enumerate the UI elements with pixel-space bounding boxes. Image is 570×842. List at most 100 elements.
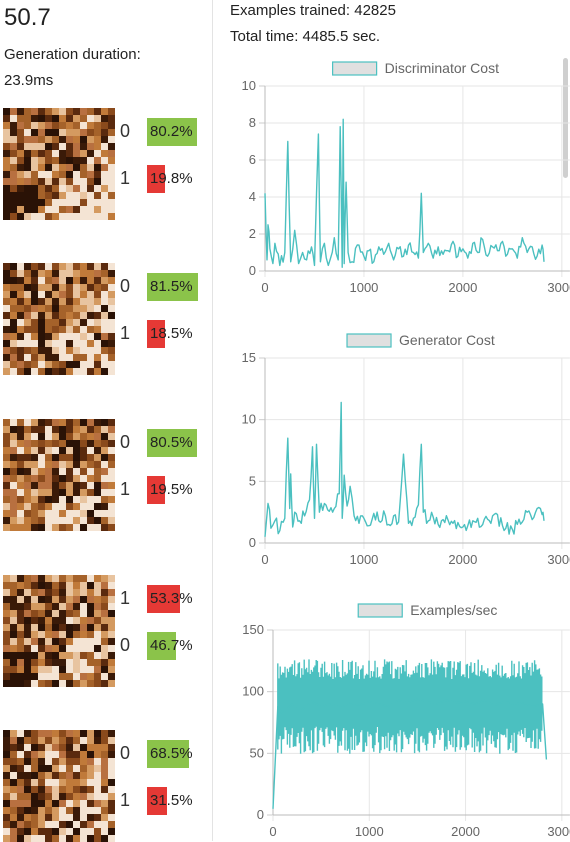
sample-item: 1 53.3% 0 46.7% xyxy=(0,575,212,687)
y-tick-label: 10 xyxy=(242,412,256,427)
legend-swatch[interactable] xyxy=(346,333,392,348)
generated-sample-image xyxy=(3,419,115,531)
x-tick-label: 0 xyxy=(261,552,268,567)
class-digit: 0 xyxy=(120,276,131,296)
probability-row: 0 80.2% xyxy=(0,118,212,146)
y-tick-label: 0 xyxy=(249,263,256,278)
x-tick-label: 0 xyxy=(269,824,276,839)
probability-label: 31.5% xyxy=(150,792,193,809)
pane-divider xyxy=(212,0,213,841)
x-tick-label: 2000 xyxy=(448,552,477,567)
x-tick-label: 1000 xyxy=(349,280,378,295)
sample-item: 0 80.5% 1 19.5% xyxy=(0,419,212,531)
y-tick-label: 0 xyxy=(249,535,256,550)
series-line xyxy=(264,118,545,268)
probability-bar xyxy=(147,476,165,504)
probability-row: 0 68.5% xyxy=(0,740,212,768)
probability-label: 19.8% xyxy=(150,170,193,187)
generated-sample-image xyxy=(3,730,115,842)
class-digit: 0 xyxy=(120,121,131,141)
probability-bar xyxy=(147,320,165,348)
legend-swatch[interactable] xyxy=(332,61,378,76)
examples-trained: Examples trained: 42825 xyxy=(230,2,396,19)
x-tick-label: 3000 xyxy=(547,552,570,567)
generator-cost-chart: Generator Cost 0 5 10 15 0 1000 2000 3000 xyxy=(213,330,570,580)
probability-label: 81.5% xyxy=(150,278,193,295)
legend-label: Discriminator Cost xyxy=(385,60,499,76)
probability-bar xyxy=(147,740,190,768)
probability-label: 80.5% xyxy=(150,434,193,451)
probability-row: 1 19.5% xyxy=(0,476,212,504)
legend-label: Examples/sec xyxy=(410,602,497,618)
class-digit: 0 xyxy=(120,743,131,763)
y-tick-label: 4 xyxy=(249,189,256,204)
series-line xyxy=(264,401,545,537)
scrollbar[interactable] xyxy=(563,58,568,178)
x-tick-label: 0 xyxy=(261,280,268,295)
examples-per-sec-chart: Examples/sec 0 50 100 150 0 1000 2000 3000 xyxy=(213,600,570,841)
probability-label: 80.2% xyxy=(150,123,193,140)
probability-bar xyxy=(147,429,197,457)
probability-label: 18.5% xyxy=(150,325,193,342)
sample-item: 0 80.2% 1 19.8% xyxy=(0,108,212,220)
x-tick-label: 3000 xyxy=(547,824,570,839)
y-tick-label: 15 xyxy=(242,350,256,365)
probability-row: 0 46.7% xyxy=(0,632,212,660)
score-value: 50.7 xyxy=(4,4,51,31)
y-tick-label: 6 xyxy=(249,152,256,167)
x-tick-label: 2000 xyxy=(448,280,477,295)
y-tick-label: 5 xyxy=(249,473,256,488)
probability-bar xyxy=(147,273,198,301)
class-digit: 0 xyxy=(120,635,131,655)
x-tick-label: 1000 xyxy=(349,552,378,567)
y-tick-label: 2 xyxy=(249,226,256,241)
series-band xyxy=(277,659,543,754)
probability-bar xyxy=(147,165,165,193)
class-digit: 0 xyxy=(120,432,131,452)
probability-bar xyxy=(147,118,197,146)
right-pane: Examples trained: 42825 Total time: 4485… xyxy=(213,0,570,841)
probability-bar xyxy=(147,787,167,815)
discriminator-cost-svg: Discriminator Cost 0 2 4 6 8 10 0 1000 2000 3000 xyxy=(242,60,570,295)
probability-row: 1 53.3% xyxy=(0,585,212,613)
generation-duration-label: Generation duration: xyxy=(4,46,141,63)
x-tick-label: 2000 xyxy=(451,824,480,839)
series-line xyxy=(272,698,548,809)
probability-bar xyxy=(147,585,181,613)
probability-label: 46.7% xyxy=(150,637,193,654)
probability-row: 0 81.5% xyxy=(0,273,212,301)
class-digit: 1 xyxy=(120,479,131,499)
legend-label: Generator Cost xyxy=(399,332,495,348)
probability-row: 1 19.8% xyxy=(0,165,212,193)
x-tick-label: 1000 xyxy=(355,824,384,839)
class-digit: 1 xyxy=(120,790,131,810)
y-tick-label: 50 xyxy=(250,745,264,760)
left-pane: 50.7 Generation duration: 23.9ms 0 80.2% 1… xyxy=(0,0,212,842)
generator-cost-svg: Generator Cost 0 5 10 15 0 1000 2000 3000 xyxy=(242,332,570,567)
generation-duration-value: 23.9ms xyxy=(4,72,54,89)
generation-duration: Generation duration: 23.9ms xyxy=(4,42,141,94)
class-digit: 1 xyxy=(120,323,131,343)
x-tick-label: 3000 xyxy=(547,280,570,295)
probability-row: 1 31.5% xyxy=(0,787,212,815)
total-time: Total time: 4485.5 sec. xyxy=(230,28,381,45)
probability-bar xyxy=(147,632,176,660)
y-tick-label: 10 xyxy=(242,78,256,93)
y-tick-label: 0 xyxy=(257,807,264,822)
y-tick-label: 150 xyxy=(242,622,264,637)
generated-sample-image xyxy=(3,263,115,375)
generated-sample-image xyxy=(3,575,115,687)
examples-per-sec-svg: Examples/sec 0 50 100 150 0 1000 2000 3000 xyxy=(242,602,570,839)
probability-label: 68.5% xyxy=(150,745,193,762)
discriminator-cost-chart: Discriminator Cost 0 2 4 6 8 10 0 1000 2000 3000 xyxy=(213,58,570,308)
sample-item: 0 81.5% 1 18.5% xyxy=(0,263,212,375)
probability-row: 1 18.5% xyxy=(0,320,212,348)
sample-item: 0 68.5% 1 31.5% xyxy=(0,730,212,842)
probability-label: 53.3% xyxy=(150,590,193,607)
generated-sample-image xyxy=(3,108,115,220)
legend-swatch[interactable] xyxy=(357,603,403,618)
class-digit: 1 xyxy=(120,168,131,188)
class-digit: 1 xyxy=(120,588,131,608)
y-tick-label: 8 xyxy=(249,115,256,130)
probability-row: 0 80.5% xyxy=(0,429,212,457)
